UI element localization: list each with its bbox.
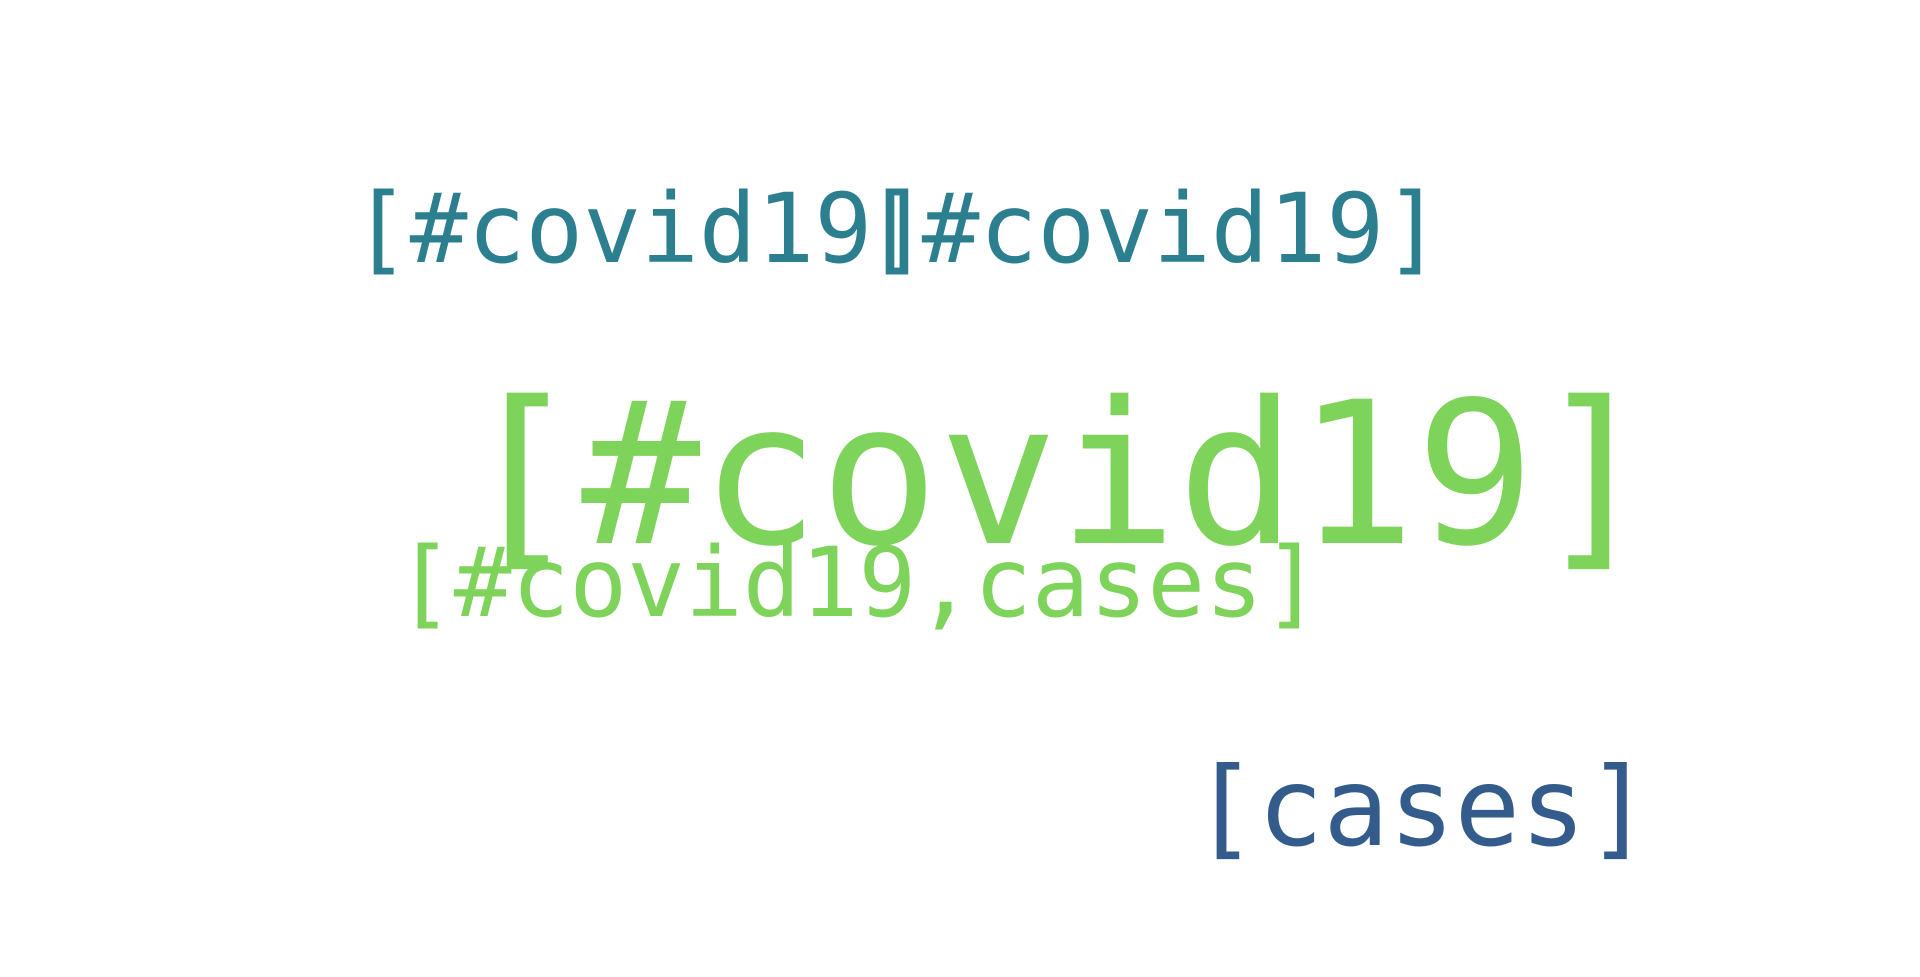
word-cases: [cases] bbox=[1192, 744, 1652, 871]
word-covid19-cases: [#covid19,cases] bbox=[396, 527, 1321, 639]
word-covid19-top-right: [#covid19] bbox=[864, 173, 1442, 285]
word-covid19-top-left: [#covid19] bbox=[352, 173, 930, 285]
word-covid19-large: [#covid19] bbox=[462, 359, 1655, 590]
